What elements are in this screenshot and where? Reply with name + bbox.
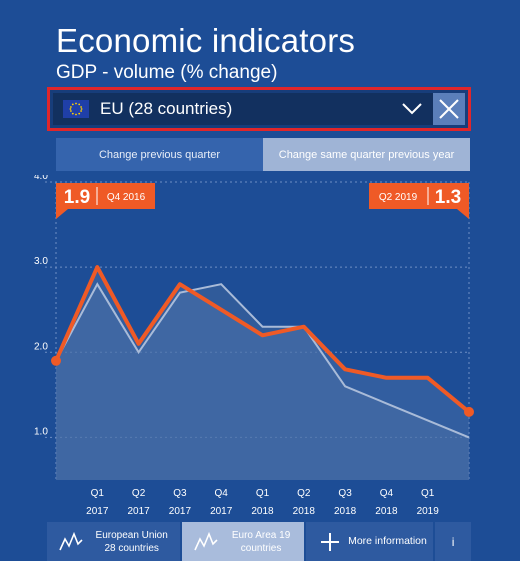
x-tick-label-quarter: Q1 — [421, 488, 435, 499]
euro-area-button[interactable]: Euro Area 19 countries — [182, 522, 304, 561]
x-tick-label-year: 2019 — [417, 506, 440, 517]
european-union-label: European Union 28 countries — [95, 529, 168, 554]
y-tick-label: 1.0 — [34, 426, 48, 437]
chart-mode-tabs: Change previous quarter Change same quar… — [56, 138, 470, 171]
y-tick-label: 2.0 — [34, 341, 48, 352]
start-callout-value: 1.9 — [64, 187, 90, 208]
x-tick-label-quarter: Q2 — [297, 488, 311, 499]
chevron-down-icon[interactable] — [401, 100, 423, 116]
x-tick-label-year: 2017 — [86, 506, 109, 517]
start-point-marker — [51, 355, 61, 366]
line-chart-icon — [194, 531, 218, 550]
x-tick-label-quarter: Q1 — [256, 488, 270, 499]
more-information-label: More information — [348, 535, 427, 547]
country-dropdown[interactable]: EU (28 countries) — [53, 93, 433, 125]
end-callout-period: Q2 2019 — [379, 192, 418, 203]
bottom-toolbar: European Union 28 countries Euro Area 19… — [47, 522, 471, 561]
end-point-marker — [464, 406, 474, 417]
eu-flag-icon — [63, 100, 89, 118]
x-tick-label-quarter: Q3 — [338, 488, 352, 499]
page-title: Economic indicators — [56, 22, 356, 59]
start-callout-period: Q4 2016 — [107, 192, 146, 203]
end-callout: Q2 2019 1.3 — [369, 183, 469, 219]
x-tick-label-quarter: Q2 — [132, 488, 146, 499]
tab-change-previous-quarter[interactable]: Change previous quarter — [56, 138, 263, 171]
x-tick-label-year: 2018 — [293, 506, 316, 517]
series-line-secondary — [55, 282, 470, 439]
start-callout: 1.9 Q4 2016 — [56, 183, 155, 219]
x-tick-label-year: 2018 — [334, 506, 357, 517]
x-tick-label-quarter: Q3 — [173, 488, 187, 499]
end-callout-value: 1.3 — [435, 187, 461, 208]
gdp-line-chart: 4.0 3.0 2.0 1.0 Q1 2017 Q2 2017 Q3 2017 Q4 2017 Q1 2… — [34, 175, 474, 517]
page-subtitle: GDP - volume (% change) — [56, 62, 278, 83]
x-tick-label-year: 2017 — [210, 506, 233, 517]
x-tick-label-year: 2018 — [251, 506, 274, 517]
info-button[interactable]: i — [435, 522, 471, 561]
close-icon — [439, 99, 459, 119]
x-tick-label-year: 2017 — [127, 506, 150, 517]
line-chart-icon — [59, 531, 83, 550]
tab-change-same-quarter[interactable]: Change same quarter previous year — [263, 138, 470, 171]
y-tick-label: 3.0 — [34, 256, 48, 267]
country-selector[interactable]: EU (28 countries) — [47, 87, 471, 131]
info-icon: i — [451, 534, 455, 549]
x-tick-label-quarter: Q1 — [91, 488, 105, 499]
selected-country-label: EU (28 countries) — [100, 99, 233, 118]
series-line-primary — [54, 265, 471, 414]
more-information-button[interactable]: More information — [305, 522, 434, 561]
series-area-primary — [56, 267, 469, 480]
close-button[interactable] — [433, 93, 465, 125]
x-tick-label-year: 2018 — [375, 506, 398, 517]
x-tick-label-quarter: Q4 — [380, 488, 394, 499]
euro-area-label: Euro Area 19 countries — [231, 529, 291, 554]
series-area-secondary — [56, 284, 469, 480]
european-union-button[interactable]: European Union 28 countries — [47, 522, 181, 561]
y-tick-label: 4.0 — [34, 175, 48, 182]
plus-icon — [320, 532, 339, 551]
x-tick-label-quarter: Q4 — [215, 488, 229, 499]
x-tick-label-year: 2017 — [169, 506, 192, 517]
